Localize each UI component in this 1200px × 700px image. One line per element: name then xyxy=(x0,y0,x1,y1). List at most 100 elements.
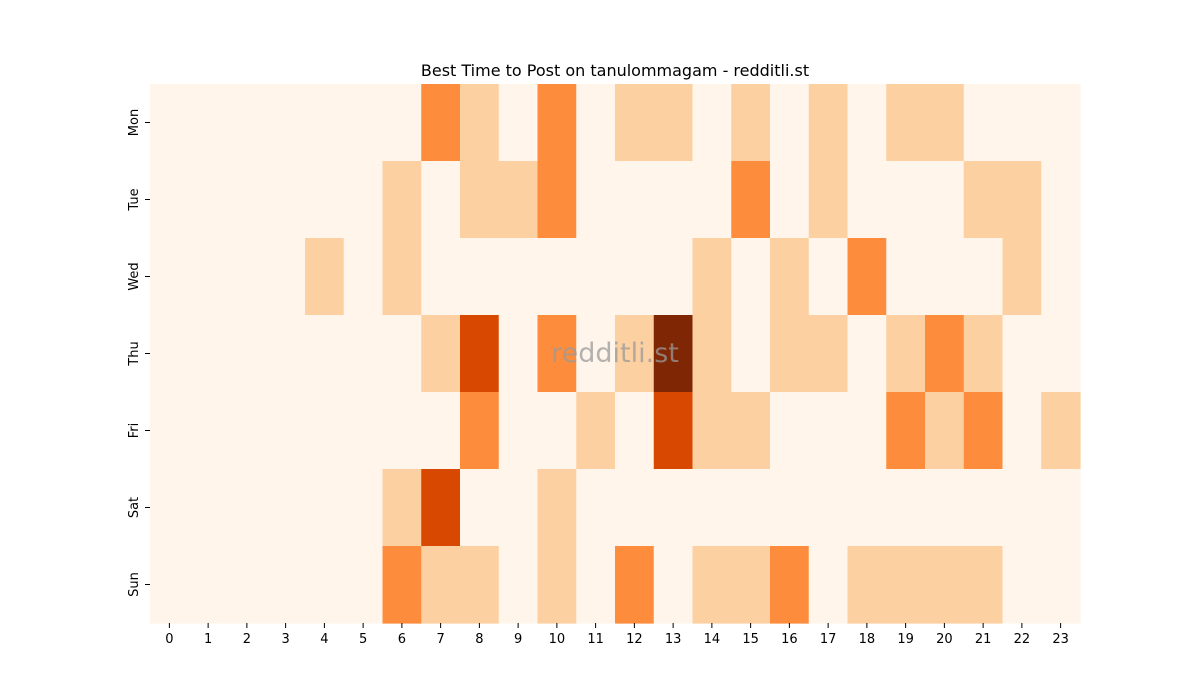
heatmap-cell-mon-6 xyxy=(382,84,422,162)
heatmap-cell-tue-3 xyxy=(266,161,306,239)
x-axis: 0 1 2 3 4 5 6 7 8 9 10 11 12 13 14 15 16 17 18 19 20 21 22 23 xyxy=(165,623,1069,647)
y-tick-label: Thu xyxy=(127,341,142,366)
heatmap-cell-thu-0 xyxy=(150,315,190,393)
heatmap-cell-sun-2 xyxy=(227,546,267,624)
heatmap-cell-sun-18 xyxy=(847,546,887,624)
heatmap-cell-sun-14 xyxy=(692,546,732,624)
heatmap-cell-mon-22 xyxy=(1002,84,1042,162)
heatmap-cell-wed-17 xyxy=(808,238,849,316)
heatmap-cells xyxy=(150,84,1081,624)
heatmap-cell-fri-21 xyxy=(963,392,1004,470)
heatmap-cell-thu-18 xyxy=(847,315,887,393)
x-tick-label: 14 xyxy=(704,632,721,647)
heatmap-cell-mon-15 xyxy=(731,84,771,162)
heatmap-cell-sun-15 xyxy=(731,546,771,624)
heatmap-cell-sat-5 xyxy=(343,469,384,547)
heatmap-cell-wed-22 xyxy=(1002,238,1042,316)
heatmap-cell-sun-6 xyxy=(382,546,422,624)
heatmap-cell-wed-16 xyxy=(770,238,810,316)
heatmap-cell-tue-20 xyxy=(925,161,965,239)
heatmap-cell-tue-10 xyxy=(537,161,577,239)
heatmap-cell-sat-0 xyxy=(150,469,190,547)
heatmap-cell-wed-18 xyxy=(847,238,887,316)
heatmap-cell-mon-3 xyxy=(266,84,306,162)
heatmap-cell-thu-20 xyxy=(925,315,965,393)
heatmap-cell-fri-19 xyxy=(886,392,926,470)
x-tick-label: 15 xyxy=(742,632,759,647)
heatmap-cell-sun-3 xyxy=(266,546,306,624)
heatmap-cell-mon-12 xyxy=(615,84,655,162)
heatmap-cell-mon-14 xyxy=(692,84,732,162)
x-tick-label: 11 xyxy=(587,632,604,647)
heatmap-cell-fri-16 xyxy=(770,392,810,470)
heatmap-cell-mon-5 xyxy=(343,84,384,162)
heatmap-cell-sat-10 xyxy=(537,469,577,547)
heatmap-cell-tue-1 xyxy=(188,161,229,239)
heatmap-cell-mon-7 xyxy=(421,84,461,162)
heatmap-cell-mon-10 xyxy=(537,84,577,162)
y-tick-label: Fri xyxy=(127,423,142,439)
heatmap-cell-tue-6 xyxy=(382,161,422,239)
x-tick-label: 10 xyxy=(549,632,566,647)
heatmap-cell-tue-11 xyxy=(576,161,616,239)
heatmap-cell-thu-11 xyxy=(576,315,616,393)
heatmap-cell-tue-8 xyxy=(460,161,500,239)
heatmap-cell-mon-0 xyxy=(150,84,190,162)
x-tick-label: 13 xyxy=(665,632,682,647)
x-tick-label: 16 xyxy=(781,632,798,647)
heatmap-cell-fri-5 xyxy=(343,392,384,470)
heatmap-cell-sun-5 xyxy=(343,546,384,624)
x-tick-label: 6 xyxy=(398,632,406,647)
heatmap-cell-tue-15 xyxy=(731,161,771,239)
heatmap-cell-fri-15 xyxy=(731,392,771,470)
heatmap-cell-fri-6 xyxy=(382,392,422,470)
heatmap-cell-mon-16 xyxy=(770,84,810,162)
heatmap-cell-wed-10 xyxy=(537,238,577,316)
x-tick-label: 12 xyxy=(626,632,643,647)
heatmap-cell-tue-5 xyxy=(343,161,384,239)
heatmap-cell-wed-7 xyxy=(421,238,461,316)
x-tick-label: 17 xyxy=(820,632,837,647)
heatmap-cell-wed-15 xyxy=(731,238,771,316)
heatmap-cell-sat-17 xyxy=(808,469,849,547)
x-tick-label: 8 xyxy=(475,632,483,647)
heatmap-cell-sat-9 xyxy=(498,469,539,547)
heatmap-cell-fri-13 xyxy=(653,392,694,470)
heatmap-cell-fri-2 xyxy=(227,392,267,470)
heatmap-cell-thu-13 xyxy=(653,315,694,393)
heatmap-cell-wed-6 xyxy=(382,238,422,316)
heatmap-cell-sat-22 xyxy=(1002,469,1042,547)
heatmap-cell-sun-7 xyxy=(421,546,461,624)
chart-title: Best Time to Post on tanulommagam - redd… xyxy=(421,61,809,80)
x-tick-label: 2 xyxy=(243,632,251,647)
heatmap-cell-tue-4 xyxy=(305,161,345,239)
x-tick-label: 18 xyxy=(859,632,876,647)
heatmap-cell-wed-2 xyxy=(227,238,267,316)
heatmap-cell-sun-8 xyxy=(460,546,500,624)
heatmap-cell-thu-14 xyxy=(692,315,732,393)
heatmap-cell-sat-4 xyxy=(305,469,345,547)
heatmap-cell-fri-20 xyxy=(925,392,965,470)
heatmap-cell-tue-9 xyxy=(498,161,539,239)
heatmap-cell-mon-13 xyxy=(653,84,694,162)
heatmap-cell-mon-1 xyxy=(188,84,229,162)
heatmap-cell-thu-7 xyxy=(421,315,461,393)
heatmap-cell-wed-14 xyxy=(692,238,732,316)
heatmap-cell-fri-9 xyxy=(498,392,539,470)
heatmap-cell-wed-11 xyxy=(576,238,616,316)
heatmap-cell-sun-0 xyxy=(150,546,190,624)
heatmap-cell-thu-8 xyxy=(460,315,500,393)
heatmap-cell-sat-8 xyxy=(460,469,500,547)
heatmap-cell-fri-0 xyxy=(150,392,190,470)
heatmap-cell-sat-6 xyxy=(382,469,422,547)
heatmap-cell-thu-19 xyxy=(886,315,926,393)
heatmap-cell-tue-14 xyxy=(692,161,732,239)
heatmap-cell-sun-10 xyxy=(537,546,577,624)
y-axis: Mon Tue Wed Thu Fri Sat Sun xyxy=(127,109,150,597)
heatmap-cell-sun-13 xyxy=(653,546,694,624)
x-tick-label: 4 xyxy=(320,632,328,647)
x-tick-label: 1 xyxy=(204,632,212,647)
heatmap-cell-sat-11 xyxy=(576,469,616,547)
heatmap-cell-tue-23 xyxy=(1041,161,1081,239)
